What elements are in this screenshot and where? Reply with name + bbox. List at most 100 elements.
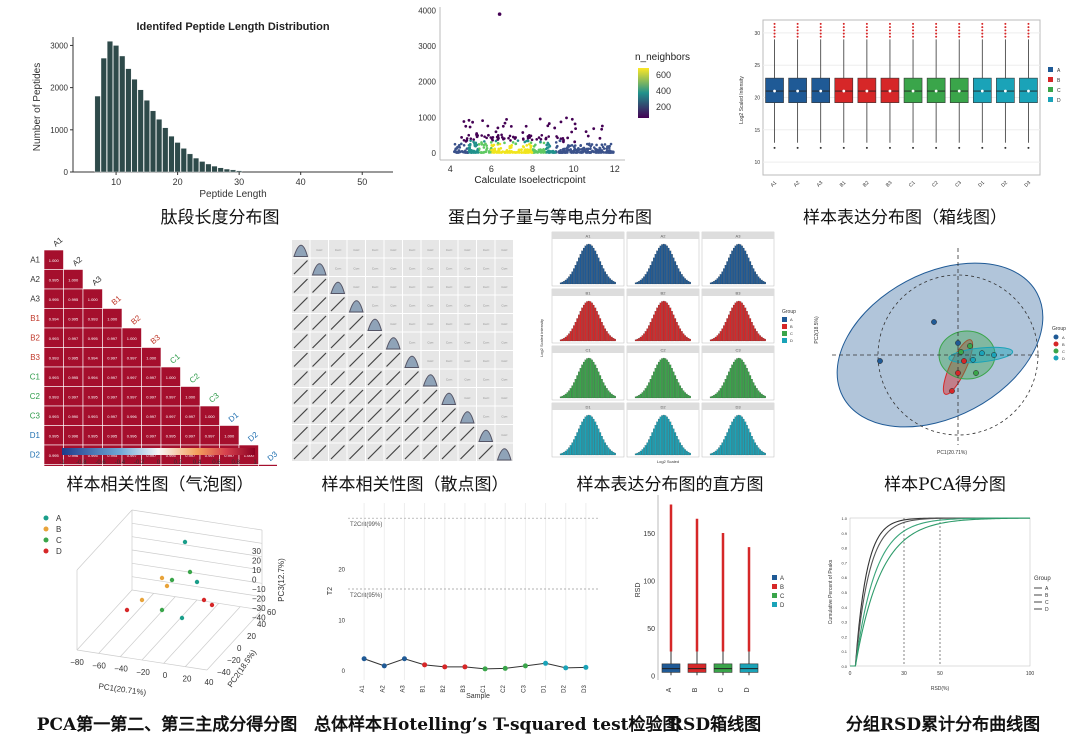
y-tick-label: 1000 [418, 113, 436, 122]
y-tick-label: 3000 [418, 42, 436, 51]
caption-mwpi: 蛋白分子量与等电点分布图 [448, 208, 652, 228]
legend-label: D [56, 547, 62, 556]
matrix-cell [477, 258, 495, 276]
histogram-bar [589, 301, 592, 342]
frame-edge [76, 589, 133, 651]
histogram-bar [677, 268, 680, 285]
histogram-bar [644, 445, 647, 456]
histogram-bar [679, 271, 682, 285]
pca3d-point [159, 575, 165, 581]
histogram-bar [656, 421, 658, 456]
correlation-label: Corr: [483, 322, 490, 326]
scatter-diagonal [423, 426, 438, 441]
row-label: A1 [30, 256, 40, 265]
legend-swatch [1048, 67, 1053, 72]
data-point [519, 148, 523, 151]
scatter-diagonal [367, 371, 382, 386]
bar [143, 100, 150, 173]
hotelling-t2-chart: 0 10 20 T2Crit(99%) T2Crit(95%) A1 A2 A3 B1 B2 B3 C… [318, 495, 608, 705]
row-label: C3 [30, 412, 41, 421]
correlation-label: Corr: [483, 377, 490, 381]
bar [230, 169, 236, 173]
data-point [566, 144, 570, 147]
histogram-bar [741, 245, 743, 285]
outlier-point [912, 35, 915, 38]
histogram-bar [612, 338, 615, 342]
y-tick-label: 0 [64, 168, 69, 177]
correlation-label: Corr: [464, 322, 471, 326]
y-tick-label: 4000 [418, 7, 436, 16]
colorbar [638, 68, 649, 118]
pca-point [973, 370, 979, 376]
data-point [465, 151, 468, 154]
data-point [572, 151, 575, 154]
outlier-point [842, 29, 845, 32]
data-point [558, 139, 562, 142]
density-curve [330, 281, 346, 294]
data-point [477, 143, 481, 146]
histogram-bar [643, 390, 645, 399]
caption-pca: 样本PCA得分图 [884, 475, 1006, 495]
histogram-bar [713, 338, 715, 342]
data-point [460, 142, 463, 146]
scatter-diagonal [330, 371, 345, 386]
bar [168, 135, 175, 173]
bar [131, 78, 138, 173]
histogram-bar [672, 257, 675, 285]
legend-label: C [1062, 349, 1065, 354]
histogram-bar [739, 415, 742, 456]
facet-label: C2 [660, 348, 666, 353]
density-curve [367, 318, 383, 331]
histogram-bar [587, 300, 590, 342]
y-tick-label: 30 [754, 31, 760, 37]
colorbar-tick: 0.6 [212, 460, 221, 466]
data-point [483, 140, 486, 143]
data-point [503, 151, 506, 154]
cell-value: 0.995 [88, 394, 99, 399]
scatter-diagonal [367, 352, 382, 367]
cell-value: 0.997 [185, 433, 196, 438]
histogram-bar [716, 278, 719, 285]
legend-label: A [1062, 335, 1065, 340]
y-tick-label: 100 [643, 578, 655, 585]
mw-pi-chart: 0 1000 2000 3000 4000 4 6 8 10 12 Calculate Isoele… [410, 2, 710, 194]
data-point [594, 147, 597, 151]
y-tick-label: 2000 [418, 78, 436, 87]
histogram-bar [732, 418, 735, 456]
correlation-label: Corr: [372, 248, 379, 252]
histogram-bar [685, 393, 688, 399]
histogram-bar [664, 244, 667, 285]
cell-value: 0.997 [146, 433, 157, 438]
y-tick-label: 0 [237, 644, 242, 653]
histogram-bar [579, 368, 582, 399]
histogram-bar [644, 331, 647, 342]
correlation-label: Corr: [464, 248, 471, 252]
legend-marker [1053, 341, 1059, 347]
histogram-bar [721, 385, 724, 399]
cell-value: 1.000 [224, 433, 235, 438]
correlation-label: Corr: [446, 377, 453, 381]
y-tick-label: 15 [754, 128, 760, 134]
x-tick-label: A2 [380, 685, 386, 693]
data-point [542, 141, 546, 145]
data-point [497, 149, 500, 152]
box-mean [911, 89, 915, 93]
y-tick-label: 25 [754, 63, 760, 69]
matrix-cell [421, 351, 439, 369]
data-point [499, 146, 503, 150]
colorbar-label: 200 [656, 102, 671, 112]
histogram-bar [669, 307, 672, 342]
correlation-label: Corr: [501, 377, 508, 381]
correlation-label: Corr: [316, 248, 323, 252]
histogram-bar [729, 311, 732, 342]
matrix-cell [347, 277, 365, 295]
data-point [508, 151, 512, 154]
cell-value: 0.990 [68, 414, 79, 419]
matrix-cell [477, 332, 495, 350]
facet-label: D2 [660, 405, 666, 410]
density-curve [459, 411, 475, 424]
heatmap-cell [121, 464, 142, 466]
scatter-diagonal [423, 408, 438, 423]
histogram-bar [651, 375, 654, 399]
outlier-point [912, 146, 915, 149]
